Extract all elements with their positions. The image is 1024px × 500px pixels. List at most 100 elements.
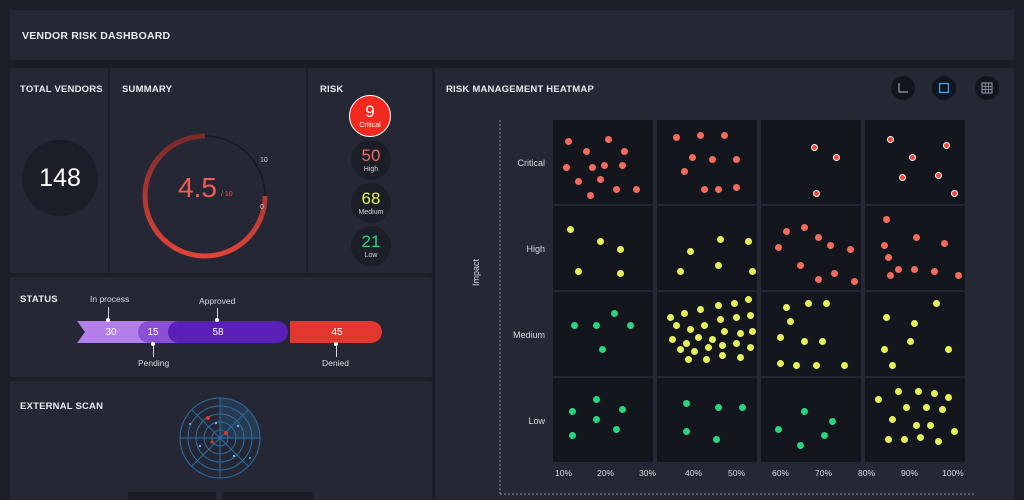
heatmap-dot[interactable] — [683, 428, 690, 435]
risk-critical-bubble[interactable]: 9 Critical — [349, 95, 391, 137]
heatmap-dot[interactable] — [945, 394, 952, 401]
heatmap-dot[interactable] — [669, 336, 676, 343]
heatmap-dot[interactable] — [703, 356, 710, 363]
heatmap-dot[interactable] — [915, 388, 922, 395]
risk-medium-bubble[interactable]: 68 Medium — [351, 183, 391, 223]
heatmap-dot[interactable] — [667, 314, 674, 321]
heatmap-dot[interactable] — [733, 184, 740, 191]
heatmap-dot[interactable] — [715, 404, 722, 411]
heatmap-dot[interactable] — [895, 388, 902, 395]
heatmap-dot[interactable] — [931, 390, 938, 397]
heatmap-dot[interactable] — [683, 340, 690, 347]
heatmap-dot[interactable] — [951, 190, 958, 197]
heatmap-dot[interactable] — [697, 306, 704, 313]
heatmap-dot[interactable] — [935, 438, 942, 445]
heatmap-dot[interactable] — [681, 168, 688, 175]
heatmap-dot[interactable] — [931, 268, 938, 275]
heatmap-dot[interactable] — [933, 300, 940, 307]
heatmap-dot[interactable] — [695, 334, 702, 341]
heatmap-dot[interactable] — [887, 272, 894, 279]
heatmap-dot[interactable] — [883, 216, 890, 223]
heatmap-dot[interactable] — [733, 156, 740, 163]
heatmap-dot[interactable] — [719, 342, 726, 349]
heatmap-dot[interactable] — [745, 296, 752, 303]
heatmap-dot[interactable] — [673, 134, 680, 141]
heatmap-dot[interactable] — [605, 136, 612, 143]
heatmap-dot[interactable] — [737, 354, 744, 361]
heatmap-dot[interactable] — [709, 156, 716, 163]
heatmap-dot[interactable] — [683, 400, 690, 407]
heatmap-dot[interactable] — [829, 418, 836, 425]
heatmap-dot[interactable] — [593, 396, 600, 403]
heatmap-dot[interactable] — [565, 138, 572, 145]
heatmap-dot[interactable] — [715, 186, 722, 193]
heatmap-dot[interactable] — [887, 136, 894, 143]
heatmap-dot[interactable] — [797, 442, 804, 449]
heatmap-dot[interactable] — [713, 436, 720, 443]
heatmap-cell-high-1[interactable] — [553, 206, 653, 290]
heatmap-dot[interactable] — [801, 408, 808, 415]
heatmap-dot[interactable] — [783, 228, 790, 235]
heatmap-cell-high-2[interactable] — [657, 206, 757, 290]
axis-chart-icon[interactable] — [891, 76, 915, 100]
heatmap-dot[interactable] — [793, 362, 800, 369]
heatmap-dot[interactable] — [911, 320, 918, 327]
heatmap-dot[interactable] — [583, 148, 590, 155]
heatmap-dot[interactable] — [913, 234, 920, 241]
heatmap-dot[interactable] — [813, 362, 820, 369]
heatmap-dot[interactable] — [875, 396, 882, 403]
heatmap-dot[interactable] — [719, 352, 726, 359]
heatmap-dot[interactable] — [745, 238, 752, 245]
heatmap-dot[interactable] — [787, 318, 794, 325]
heatmap-dot[interactable] — [823, 300, 830, 307]
heatmap-dot[interactable] — [941, 240, 948, 247]
heatmap-dot[interactable] — [749, 268, 756, 275]
heatmap-dot[interactable] — [881, 346, 888, 353]
heatmap-dot[interactable] — [617, 246, 624, 253]
risk-low-bubble[interactable]: 21 Low — [351, 226, 391, 266]
heatmap-dot[interactable] — [731, 300, 738, 307]
heatmap-dot[interactable] — [805, 300, 812, 307]
heatmap-dot[interactable] — [775, 244, 782, 251]
heatmap-dot[interactable] — [899, 174, 906, 181]
heatmap-dot[interactable] — [881, 242, 888, 249]
heatmap-dot[interactable] — [819, 338, 826, 345]
heatmap-dot[interactable] — [687, 248, 694, 255]
heatmap-dot[interactable] — [611, 310, 618, 317]
heatmap-dot[interactable] — [801, 338, 808, 345]
heatmap-cell-critical-3[interactable] — [761, 120, 861, 204]
heatmap-dot[interactable] — [815, 234, 822, 241]
heatmap-dot[interactable] — [909, 154, 916, 161]
heatmap-dot[interactable] — [821, 432, 828, 439]
heatmap-dot[interactable] — [847, 246, 854, 253]
heatmap-dot[interactable] — [621, 148, 628, 155]
heatmap-dot[interactable] — [677, 346, 684, 353]
heatmap-dot[interactable] — [749, 328, 756, 335]
heatmap-dot[interactable] — [721, 328, 728, 335]
heatmap-dot[interactable] — [633, 186, 640, 193]
heatmap-dot[interactable] — [701, 322, 708, 329]
heatmap-dot[interactable] — [777, 334, 784, 341]
heatmap-dot[interactable] — [571, 322, 578, 329]
heatmap-dot[interactable] — [939, 406, 946, 413]
heatmap-dot[interactable] — [889, 362, 896, 369]
heatmap-dot[interactable] — [841, 362, 848, 369]
heatmap-dot[interactable] — [797, 262, 804, 269]
heatmap-dot[interactable] — [801, 224, 808, 231]
heatmap-dot[interactable] — [833, 154, 840, 161]
heatmap-dot[interactable] — [619, 162, 626, 169]
heatmap-dot[interactable] — [777, 360, 784, 367]
heatmap-dot[interactable] — [917, 434, 924, 441]
heatmap-dot[interactable] — [685, 356, 692, 363]
heatmap-dot[interactable] — [889, 416, 896, 423]
heatmap-dot[interactable] — [619, 406, 626, 413]
heatmap-dot[interactable] — [601, 162, 608, 169]
heatmap-dot[interactable] — [597, 176, 604, 183]
heatmap-dot[interactable] — [913, 422, 920, 429]
heatmap-dot[interactable] — [721, 132, 728, 139]
heatmap-dot[interactable] — [691, 348, 698, 355]
heatmap-dot[interactable] — [567, 226, 574, 233]
grid-icon[interactable] — [975, 76, 999, 100]
heatmap-dot[interactable] — [883, 314, 890, 321]
risk-high-bubble[interactable]: 50 High — [351, 140, 391, 180]
